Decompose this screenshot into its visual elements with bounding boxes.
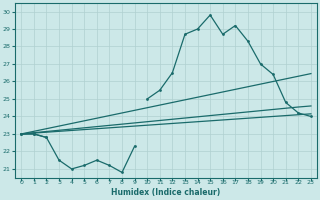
- X-axis label: Humidex (Indice chaleur): Humidex (Indice chaleur): [111, 188, 221, 197]
